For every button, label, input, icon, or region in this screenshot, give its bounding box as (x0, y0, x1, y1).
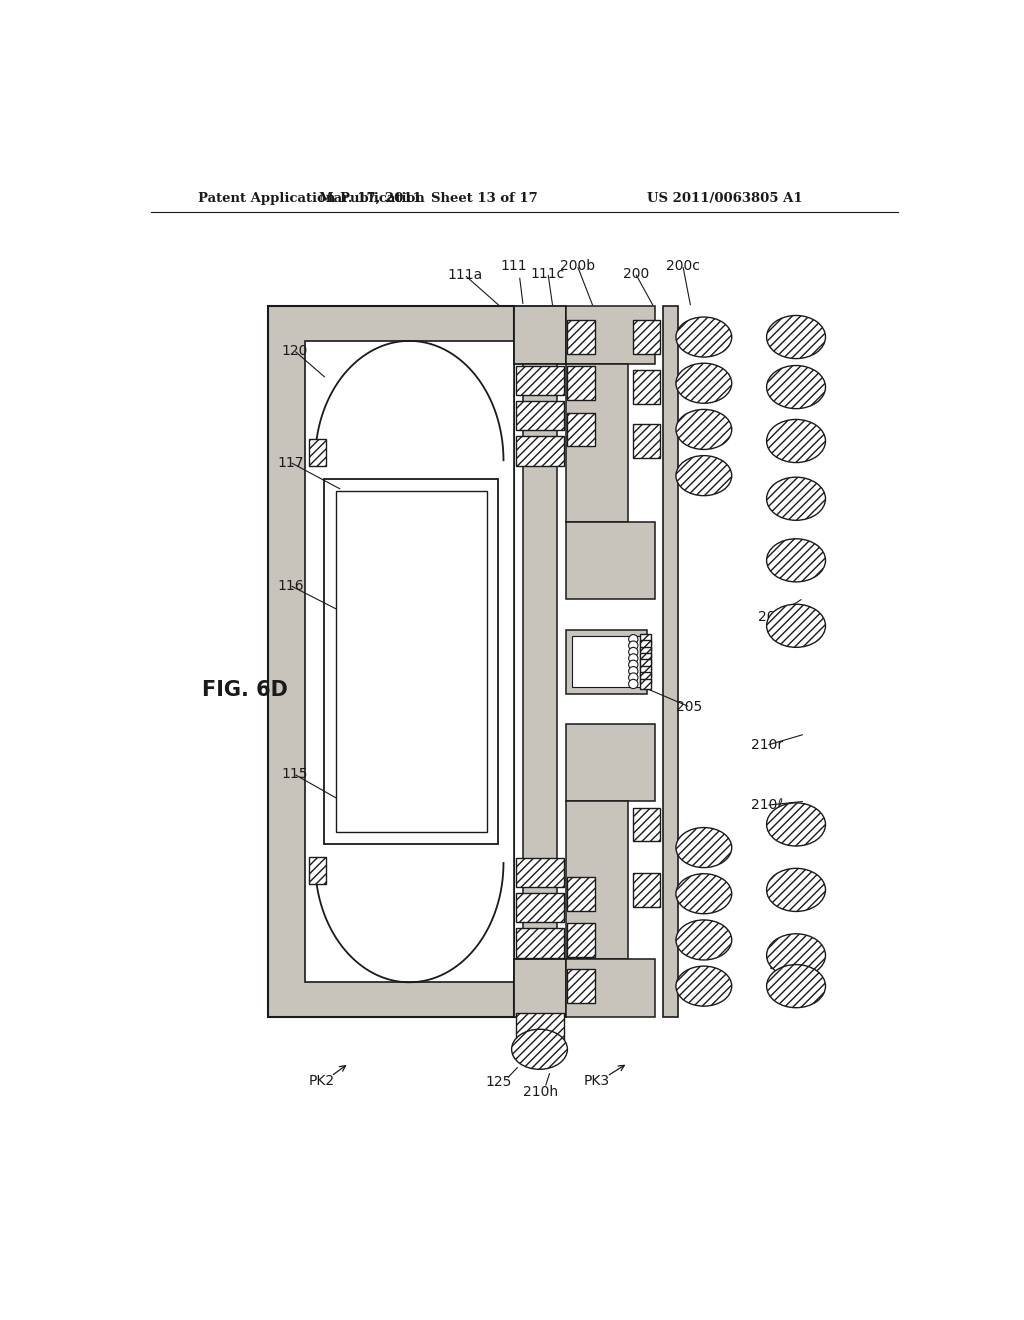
Bar (515, 858, 564, 887)
Circle shape (629, 673, 638, 682)
Bar (515, 366, 564, 395)
Bar (567, 321, 595, 354)
Circle shape (629, 667, 638, 676)
Circle shape (629, 635, 638, 644)
Ellipse shape (767, 933, 825, 977)
Text: 116: 116 (278, 578, 304, 593)
Bar (305, 341, 514, 982)
Bar (640, 665, 651, 677)
Bar (515, 1014, 564, 1043)
Text: 200c: 200c (666, 259, 699, 273)
Bar (515, 928, 564, 958)
Text: 117: 117 (278, 455, 304, 470)
Ellipse shape (767, 315, 825, 359)
Bar (308, 857, 326, 884)
Bar (640, 647, 651, 657)
Bar (523, 364, 557, 960)
Bar (566, 521, 655, 599)
Bar (515, 892, 564, 923)
Text: 111a: 111a (447, 268, 482, 282)
Text: E2: E2 (769, 958, 786, 973)
Ellipse shape (767, 803, 825, 846)
Circle shape (629, 653, 638, 663)
Text: PK2: PK2 (308, 1074, 335, 1088)
Text: 200: 200 (623, 267, 649, 281)
Text: 210h: 210h (522, 1085, 558, 1098)
Bar (640, 660, 651, 671)
Bar (566, 801, 628, 960)
Text: 200a: 200a (758, 610, 793, 623)
Circle shape (629, 660, 638, 669)
Ellipse shape (676, 455, 732, 496)
Text: Mar. 17, 2011  Sheet 13 of 17: Mar. 17, 2011 Sheet 13 of 17 (319, 191, 538, 205)
Circle shape (629, 680, 638, 689)
Ellipse shape (676, 920, 732, 960)
Bar (572, 636, 641, 688)
Bar (633, 321, 660, 354)
Ellipse shape (512, 1030, 567, 1069)
Bar (514, 306, 566, 364)
Text: FIG. 6D: FIG. 6D (202, 680, 288, 700)
Text: 210ℓ: 210ℓ (752, 799, 783, 812)
Bar (308, 440, 326, 466)
Bar (566, 960, 655, 1016)
Ellipse shape (676, 966, 732, 1006)
Text: 210r: 210r (752, 738, 783, 752)
Ellipse shape (676, 828, 732, 867)
Bar (663, 306, 678, 1016)
Ellipse shape (767, 869, 825, 911)
Bar (633, 370, 660, 404)
Circle shape (629, 642, 638, 651)
Ellipse shape (767, 420, 825, 462)
Bar (640, 672, 651, 682)
Bar (336, 491, 486, 832)
Ellipse shape (767, 478, 825, 520)
Ellipse shape (767, 366, 825, 409)
Bar (567, 367, 595, 400)
Text: PK3: PK3 (584, 1074, 610, 1088)
Bar (515, 401, 564, 430)
Text: Patent Application Publication: Patent Application Publication (198, 191, 425, 205)
Text: 200b: 200b (560, 259, 595, 273)
Ellipse shape (676, 874, 732, 913)
Bar (640, 634, 651, 644)
Bar (633, 873, 660, 907)
Text: 205: 205 (676, 700, 702, 714)
Bar (640, 640, 651, 651)
Text: 115: 115 (282, 767, 308, 781)
Ellipse shape (676, 409, 732, 449)
Bar (640, 678, 651, 689)
Bar (567, 412, 595, 446)
Text: 120: 120 (282, 345, 308, 358)
Bar (633, 424, 660, 458)
Bar (567, 969, 595, 1003)
Bar (567, 876, 595, 911)
Ellipse shape (676, 363, 732, 404)
Bar (633, 808, 660, 841)
Ellipse shape (676, 317, 732, 358)
Bar (267, 306, 514, 1016)
Bar (514, 960, 566, 1016)
Ellipse shape (767, 539, 825, 582)
Text: 125: 125 (485, 1076, 512, 1089)
Ellipse shape (767, 605, 825, 647)
Bar (324, 479, 499, 843)
Ellipse shape (767, 965, 825, 1007)
Text: US 2011/0063805 A1: US 2011/0063805 A1 (647, 191, 803, 205)
Bar (515, 437, 564, 466)
Bar (566, 306, 655, 364)
Bar (567, 923, 595, 957)
Circle shape (629, 647, 638, 656)
Text: 111: 111 (501, 259, 527, 273)
Bar (640, 653, 651, 664)
Bar (566, 630, 647, 693)
Text: 111c: 111c (530, 267, 565, 281)
Bar (566, 364, 628, 521)
Bar (566, 725, 655, 801)
